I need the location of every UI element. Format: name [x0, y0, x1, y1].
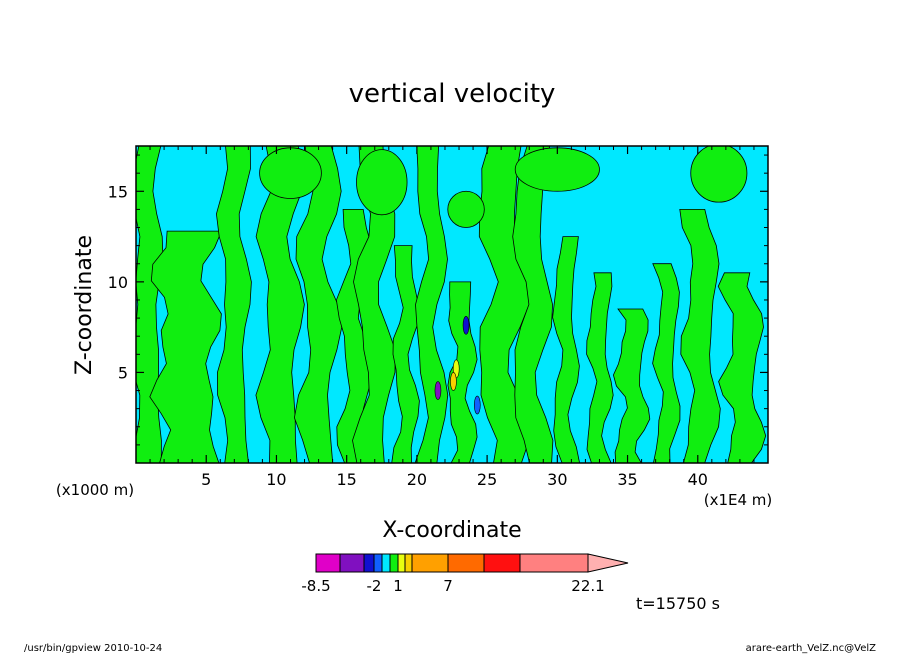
plot-frame	[135, 145, 769, 464]
y-axis-label: Z-coordinate	[72, 235, 97, 375]
colorbar-band	[363, 553, 375, 573]
updraft-patch	[259, 147, 322, 199]
y-tick-label: 15	[108, 182, 128, 201]
convective-cell	[462, 316, 470, 335]
x-tick-label: 5	[201, 470, 211, 489]
colorbar-band	[447, 553, 485, 573]
updraft-patch	[690, 146, 748, 203]
updraft-column	[612, 308, 651, 463]
x-axis-label: X-coordinate	[382, 518, 521, 543]
colorbar-band	[397, 553, 406, 573]
updraft-column	[478, 146, 530, 463]
colorbar-band	[315, 553, 341, 573]
y-axis: 5 10 15	[108, 154, 768, 446]
updraft-column	[717, 272, 767, 463]
colorbar-band	[519, 553, 589, 573]
plot-area	[135, 145, 769, 464]
convective-cell	[450, 372, 457, 391]
updraft-column	[293, 146, 343, 463]
y-tick-label: 5	[118, 363, 128, 382]
y-tick-label: 10	[108, 273, 128, 292]
updraft-column	[447, 281, 478, 463]
colorbar-extend-arrow	[587, 553, 629, 573]
x-tick-label: 25	[477, 470, 497, 489]
x-axis: 5 10 15 20 25 30 35 40	[149, 146, 755, 489]
time-label: t=15750 s	[636, 594, 720, 613]
convective-cell	[473, 395, 481, 415]
x-tick-label: 40	[688, 470, 708, 489]
updraft-column	[586, 272, 614, 463]
updraft-patch	[514, 147, 600, 192]
colorbar-band	[339, 553, 365, 573]
colorbar-tick-label: -2	[367, 577, 382, 595]
colorbar-tick-label: 1	[393, 577, 403, 595]
updraft-column	[652, 263, 681, 463]
chart-title: vertical velocity	[349, 79, 556, 109]
footer-left: /usr/bin/gpview 2010-10-24	[24, 643, 162, 654]
convective-cell	[434, 381, 442, 400]
colorbar-tick-label: 7	[443, 577, 453, 595]
updraft-column	[679, 208, 721, 463]
updraft-column	[215, 146, 252, 463]
x-tick-label: 20	[407, 470, 427, 489]
colorbar-band	[373, 553, 383, 573]
colorbar-band	[411, 553, 449, 573]
y-unit-note: (x1000 m)	[56, 481, 134, 499]
updraft-column	[552, 236, 581, 463]
colorbar-tick-label: 22.1	[571, 577, 604, 595]
updraft-column	[391, 245, 420, 463]
updraft-column	[255, 146, 305, 463]
velocity-field	[136, 146, 767, 463]
colorbar-tick-label: -8.5	[301, 577, 330, 595]
x-tick-label: 30	[547, 470, 567, 489]
colorbar-band	[381, 553, 391, 573]
updraft-column	[512, 146, 554, 463]
updraft-column	[352, 146, 396, 463]
footer-right: arare-earth_VelZ.nc@VelZ	[746, 643, 877, 654]
colorbar-band	[404, 553, 413, 573]
colorbar: -8.5 -2 1 7 22.1	[301, 553, 629, 595]
colorbar-band	[483, 553, 521, 573]
x-unit-note: (x1E4 m)	[704, 491, 773, 509]
x-tick-label: 15	[336, 470, 356, 489]
updraft-patch	[447, 190, 485, 228]
x-tick-label: 35	[617, 470, 637, 489]
colorbar-band	[389, 553, 399, 573]
updraft-patch	[356, 149, 408, 216]
x-tick-label: 10	[266, 470, 286, 489]
